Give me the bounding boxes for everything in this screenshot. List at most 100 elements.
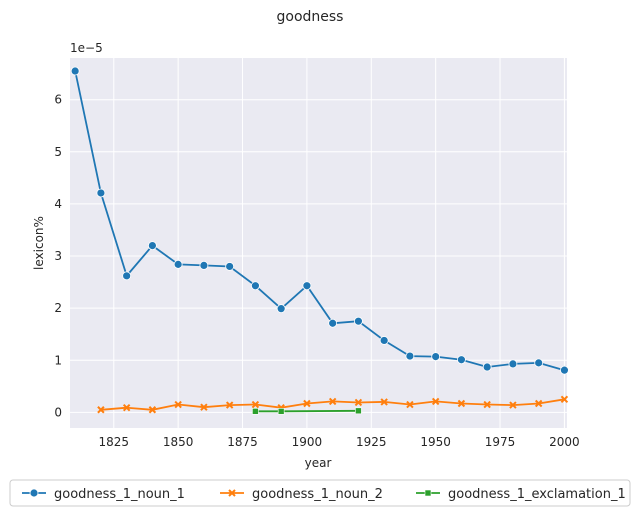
y-tick-label: 6 bbox=[54, 93, 62, 107]
point-stroke bbox=[228, 489, 236, 497]
series-line bbox=[74, 70, 565, 372]
data-point bbox=[29, 488, 39, 498]
x-tick-label: 1900 bbox=[292, 435, 323, 449]
data-point bbox=[276, 304, 286, 314]
legend: goodness_1_noun_1 goodness_1_noun_2 goodne… bbox=[9, 479, 631, 507]
series-layer bbox=[70, 66, 569, 415]
plot-background bbox=[70, 58, 567, 428]
point-stroke bbox=[148, 406, 157, 414]
legend-label: goodness_1_exclamation_1 bbox=[448, 487, 626, 502]
data-point bbox=[482, 362, 492, 372]
data-point bbox=[122, 403, 131, 412]
data-point bbox=[354, 398, 363, 407]
data-point bbox=[405, 351, 415, 361]
data-point bbox=[277, 408, 285, 415]
point-stroke bbox=[380, 398, 388, 406]
data-point bbox=[380, 398, 388, 406]
data-point bbox=[483, 400, 491, 409]
data-point bbox=[70, 66, 80, 76]
point-stroke bbox=[122, 403, 131, 412]
x-tick-label: 1950 bbox=[420, 435, 451, 449]
data-point bbox=[560, 395, 569, 404]
point-stroke bbox=[303, 399, 311, 408]
series-2 bbox=[97, 395, 569, 414]
data-point bbox=[225, 401, 234, 409]
point-stroke bbox=[174, 400, 182, 409]
data-point bbox=[431, 352, 441, 362]
data-point bbox=[251, 281, 260, 291]
data-point bbox=[509, 401, 517, 409]
point-stroke bbox=[200, 403, 208, 411]
grid bbox=[70, 58, 567, 428]
data-point bbox=[457, 355, 466, 365]
point-stroke bbox=[483, 400, 491, 409]
x-axis-label: year bbox=[305, 456, 332, 470]
point-stroke bbox=[509, 401, 517, 409]
y-tick-label: 5 bbox=[54, 145, 62, 159]
legend-item: goodness_1_exclamation_1 bbox=[416, 487, 626, 502]
point-stroke bbox=[97, 406, 105, 414]
data-point bbox=[406, 400, 414, 409]
series-line bbox=[255, 409, 359, 413]
data-point bbox=[251, 400, 260, 409]
data-point bbox=[508, 359, 518, 369]
legend-label: goodness_1_noun_1 bbox=[54, 487, 185, 502]
legend-item: goodness_1_noun_1 bbox=[22, 487, 185, 502]
data-point bbox=[379, 336, 389, 345]
data-point bbox=[355, 407, 362, 415]
y-tick-label: 1 bbox=[54, 353, 62, 367]
x-tick-label: 1925 bbox=[356, 435, 387, 449]
data-point bbox=[174, 400, 182, 409]
data-point bbox=[148, 241, 157, 251]
data-point bbox=[534, 399, 543, 408]
point-stroke bbox=[328, 397, 337, 406]
data-point bbox=[252, 408, 259, 415]
legend-item: goodness_1_noun_2 bbox=[220, 487, 383, 502]
chart-title: goodness bbox=[277, 9, 344, 25]
point-stroke bbox=[457, 399, 466, 408]
y-tick-label: 3 bbox=[54, 249, 62, 263]
point-stroke bbox=[534, 399, 543, 408]
data-point bbox=[560, 365, 569, 375]
x-tick-label: 2000 bbox=[549, 435, 580, 449]
legend-frame bbox=[9, 479, 631, 507]
data-point bbox=[148, 406, 157, 414]
y-tick-label: 2 bbox=[54, 301, 62, 315]
y-axis-label: lexicon% bbox=[32, 216, 46, 270]
point-stroke bbox=[225, 401, 234, 409]
y-tick-label: 4 bbox=[54, 197, 62, 211]
point-stroke bbox=[431, 397, 440, 406]
data-point bbox=[225, 262, 235, 271]
data-point bbox=[424, 489, 432, 497]
y-offset-label: 1e−5 bbox=[70, 41, 103, 55]
y-axis-ticks: 0 1 2 3 4 5 6 bbox=[54, 93, 62, 420]
point-stroke bbox=[354, 398, 363, 407]
x-tick-label: 1825 bbox=[99, 435, 130, 449]
data-point bbox=[173, 259, 183, 269]
x-tick-label: 1875 bbox=[227, 435, 258, 449]
data-point bbox=[354, 316, 363, 326]
data-point bbox=[328, 397, 337, 406]
data-point bbox=[96, 188, 106, 198]
series-3 bbox=[252, 407, 362, 415]
data-point bbox=[457, 399, 466, 408]
legend-label: goodness_1_noun_2 bbox=[252, 487, 383, 502]
data-point bbox=[328, 318, 338, 328]
data-point bbox=[122, 271, 132, 281]
x-tick-label: 1975 bbox=[485, 435, 516, 449]
data-point bbox=[534, 358, 544, 368]
data-point bbox=[228, 489, 236, 497]
series-1 bbox=[70, 66, 569, 375]
data-point bbox=[200, 403, 208, 411]
data-point bbox=[431, 397, 440, 406]
x-axis-ticks: 1825 1850 1875 1900 1925 1950 1975 2000 bbox=[99, 435, 580, 449]
point-stroke bbox=[560, 395, 569, 404]
point-stroke bbox=[251, 400, 260, 409]
data-point bbox=[199, 261, 209, 270]
data-point bbox=[303, 399, 311, 408]
point-stroke bbox=[406, 400, 414, 409]
data-point bbox=[302, 281, 312, 291]
data-point bbox=[97, 406, 105, 414]
y-tick-label: 0 bbox=[54, 405, 62, 419]
